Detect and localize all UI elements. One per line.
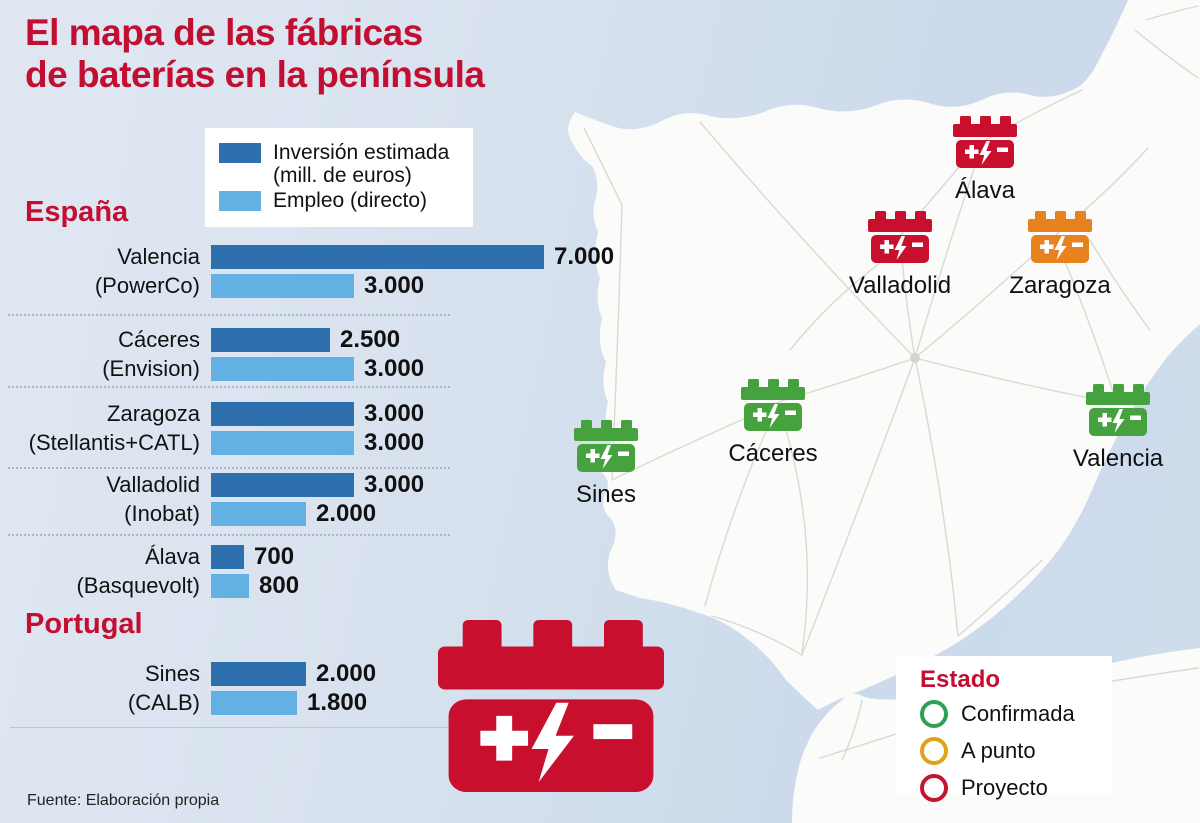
investment-swatch xyxy=(219,143,261,163)
employment-legend-label: Empleo (directo) xyxy=(273,189,428,212)
chart-row-zaragoza: Zaragoza (Stellantis+CATL) 3.000 3.000 xyxy=(0,400,425,456)
row-city: Zaragoza xyxy=(107,401,200,426)
map-marker-valladolid: Valladolid xyxy=(830,211,970,300)
employment-value: 1.800 xyxy=(307,688,368,716)
battery-icon xyxy=(953,116,1017,173)
series-legend: Inversión estimada (mill. de euros) Empl… xyxy=(205,128,473,227)
map-marker-caceres: Cáceres xyxy=(703,379,843,468)
row-company: (Stellantis+CATL) xyxy=(28,429,200,455)
employment-value: 2.000 xyxy=(316,499,377,527)
employment-value: 3.000 xyxy=(364,354,425,382)
map-marker-label: Sines xyxy=(575,481,637,508)
chart-row-alava: Álava (Basquevolt) 700 800 xyxy=(0,543,300,599)
estado-item-label: Proyecto xyxy=(961,775,1048,800)
investment-bar xyxy=(211,245,544,269)
chart-row-valencia: Valencia (PowerCo) 7.000 3.000 xyxy=(0,243,615,299)
row-divider xyxy=(8,467,450,469)
estado-item-a-punto: A punto xyxy=(920,737,1075,765)
row-city: Valladolid xyxy=(106,472,200,497)
employment-value: 3.000 xyxy=(364,428,425,456)
map-marker-alava: Álava xyxy=(915,116,1055,205)
employment-value: 3.000 xyxy=(364,271,425,299)
page-title: El mapa de las fábricas de baterías en l… xyxy=(25,12,485,96)
row-company: (Envision) xyxy=(102,355,200,381)
chart-row-valladolid: Valladolid (Inobat) 3.000 2.000 xyxy=(0,471,425,527)
map-marker-label: Álava xyxy=(954,177,1016,204)
proyecto-ring-icon xyxy=(920,774,948,802)
investment-value: 3.000 xyxy=(364,471,425,498)
estado-item-label: Confirmada xyxy=(961,701,1075,726)
row-company: (CALB) xyxy=(127,689,200,715)
investment-bar xyxy=(211,402,354,426)
heading-espana: España xyxy=(25,196,129,228)
row-city: Cáceres xyxy=(118,327,200,352)
employment-value: 800 xyxy=(259,571,300,599)
battery-icon xyxy=(1028,211,1092,268)
battery-icon xyxy=(1086,384,1150,441)
employment-bar xyxy=(211,501,306,526)
investment-value: 700 xyxy=(254,543,295,570)
land-iberia xyxy=(568,0,1200,710)
title-line1: El mapa de las fábricas xyxy=(25,12,423,53)
chart-row-caceres: Cáceres (Envision) 2.500 3.000 xyxy=(0,326,425,382)
title-line2: de baterías en la península xyxy=(25,54,485,96)
map-marker-label: Valladolid xyxy=(848,272,952,299)
investment-bar xyxy=(211,473,354,497)
battery-icon xyxy=(741,379,805,436)
employment-bar xyxy=(211,430,354,455)
investment-value: 3.000 xyxy=(364,400,425,427)
estado-title: Estado xyxy=(920,666,1001,693)
chart-row-sines: Sines (CALB) 2.000 1.800 xyxy=(0,660,377,716)
big-battery-icon xyxy=(438,620,664,797)
investment-bar xyxy=(211,662,306,686)
map-marker-label: Cáceres xyxy=(728,440,818,467)
map-marker-valencia: Valencia xyxy=(1048,384,1188,473)
investment-value: 7.000 xyxy=(554,243,615,270)
employment-bar xyxy=(211,273,354,298)
investment-bar xyxy=(211,328,330,352)
investment-value: 2.000 xyxy=(316,660,377,687)
row-divider xyxy=(8,534,450,536)
source-note: Fuente: Elaboración propia xyxy=(27,792,220,809)
battery-icon xyxy=(868,211,932,268)
estado-legend: Estado Confirmada A punto Proyecto xyxy=(896,656,1112,802)
employment-bar xyxy=(211,690,297,715)
row-company: (Basquevolt) xyxy=(76,572,200,598)
estado-item-label: A punto xyxy=(961,738,1036,763)
portugal-divider xyxy=(10,727,458,728)
a-punto-ring-icon xyxy=(920,737,948,765)
row-divider xyxy=(8,314,450,316)
employment-swatch xyxy=(219,191,261,211)
map-marker-sines: Sines xyxy=(536,420,676,509)
employment-bar xyxy=(211,356,354,381)
investment-legend-label: Inversión estimada (mill. de euros) xyxy=(273,141,450,187)
heading-portugal: Portugal xyxy=(25,608,143,640)
row-city: Álava xyxy=(144,544,200,569)
row-divider xyxy=(8,386,450,388)
row-company: (PowerCo) xyxy=(94,272,200,298)
estado-item-confirmada: Confirmada xyxy=(920,700,1075,728)
battery-icon xyxy=(574,420,638,477)
row-city: Valencia xyxy=(117,244,200,269)
investment-value: 2.500 xyxy=(340,326,401,353)
estado-item-proyecto: Proyecto xyxy=(920,774,1075,802)
employment-bar xyxy=(211,573,249,598)
madrid-junction xyxy=(910,353,920,363)
map-marker-label: Valencia xyxy=(1072,445,1164,472)
confirmada-ring-icon xyxy=(920,700,948,728)
row-city: Sines xyxy=(144,661,200,686)
map-marker-label: Zaragoza xyxy=(1009,272,1111,299)
map-marker-zaragoza: Zaragoza xyxy=(990,211,1130,300)
investment-bar xyxy=(211,545,244,569)
row-company: (Inobat) xyxy=(124,500,200,526)
